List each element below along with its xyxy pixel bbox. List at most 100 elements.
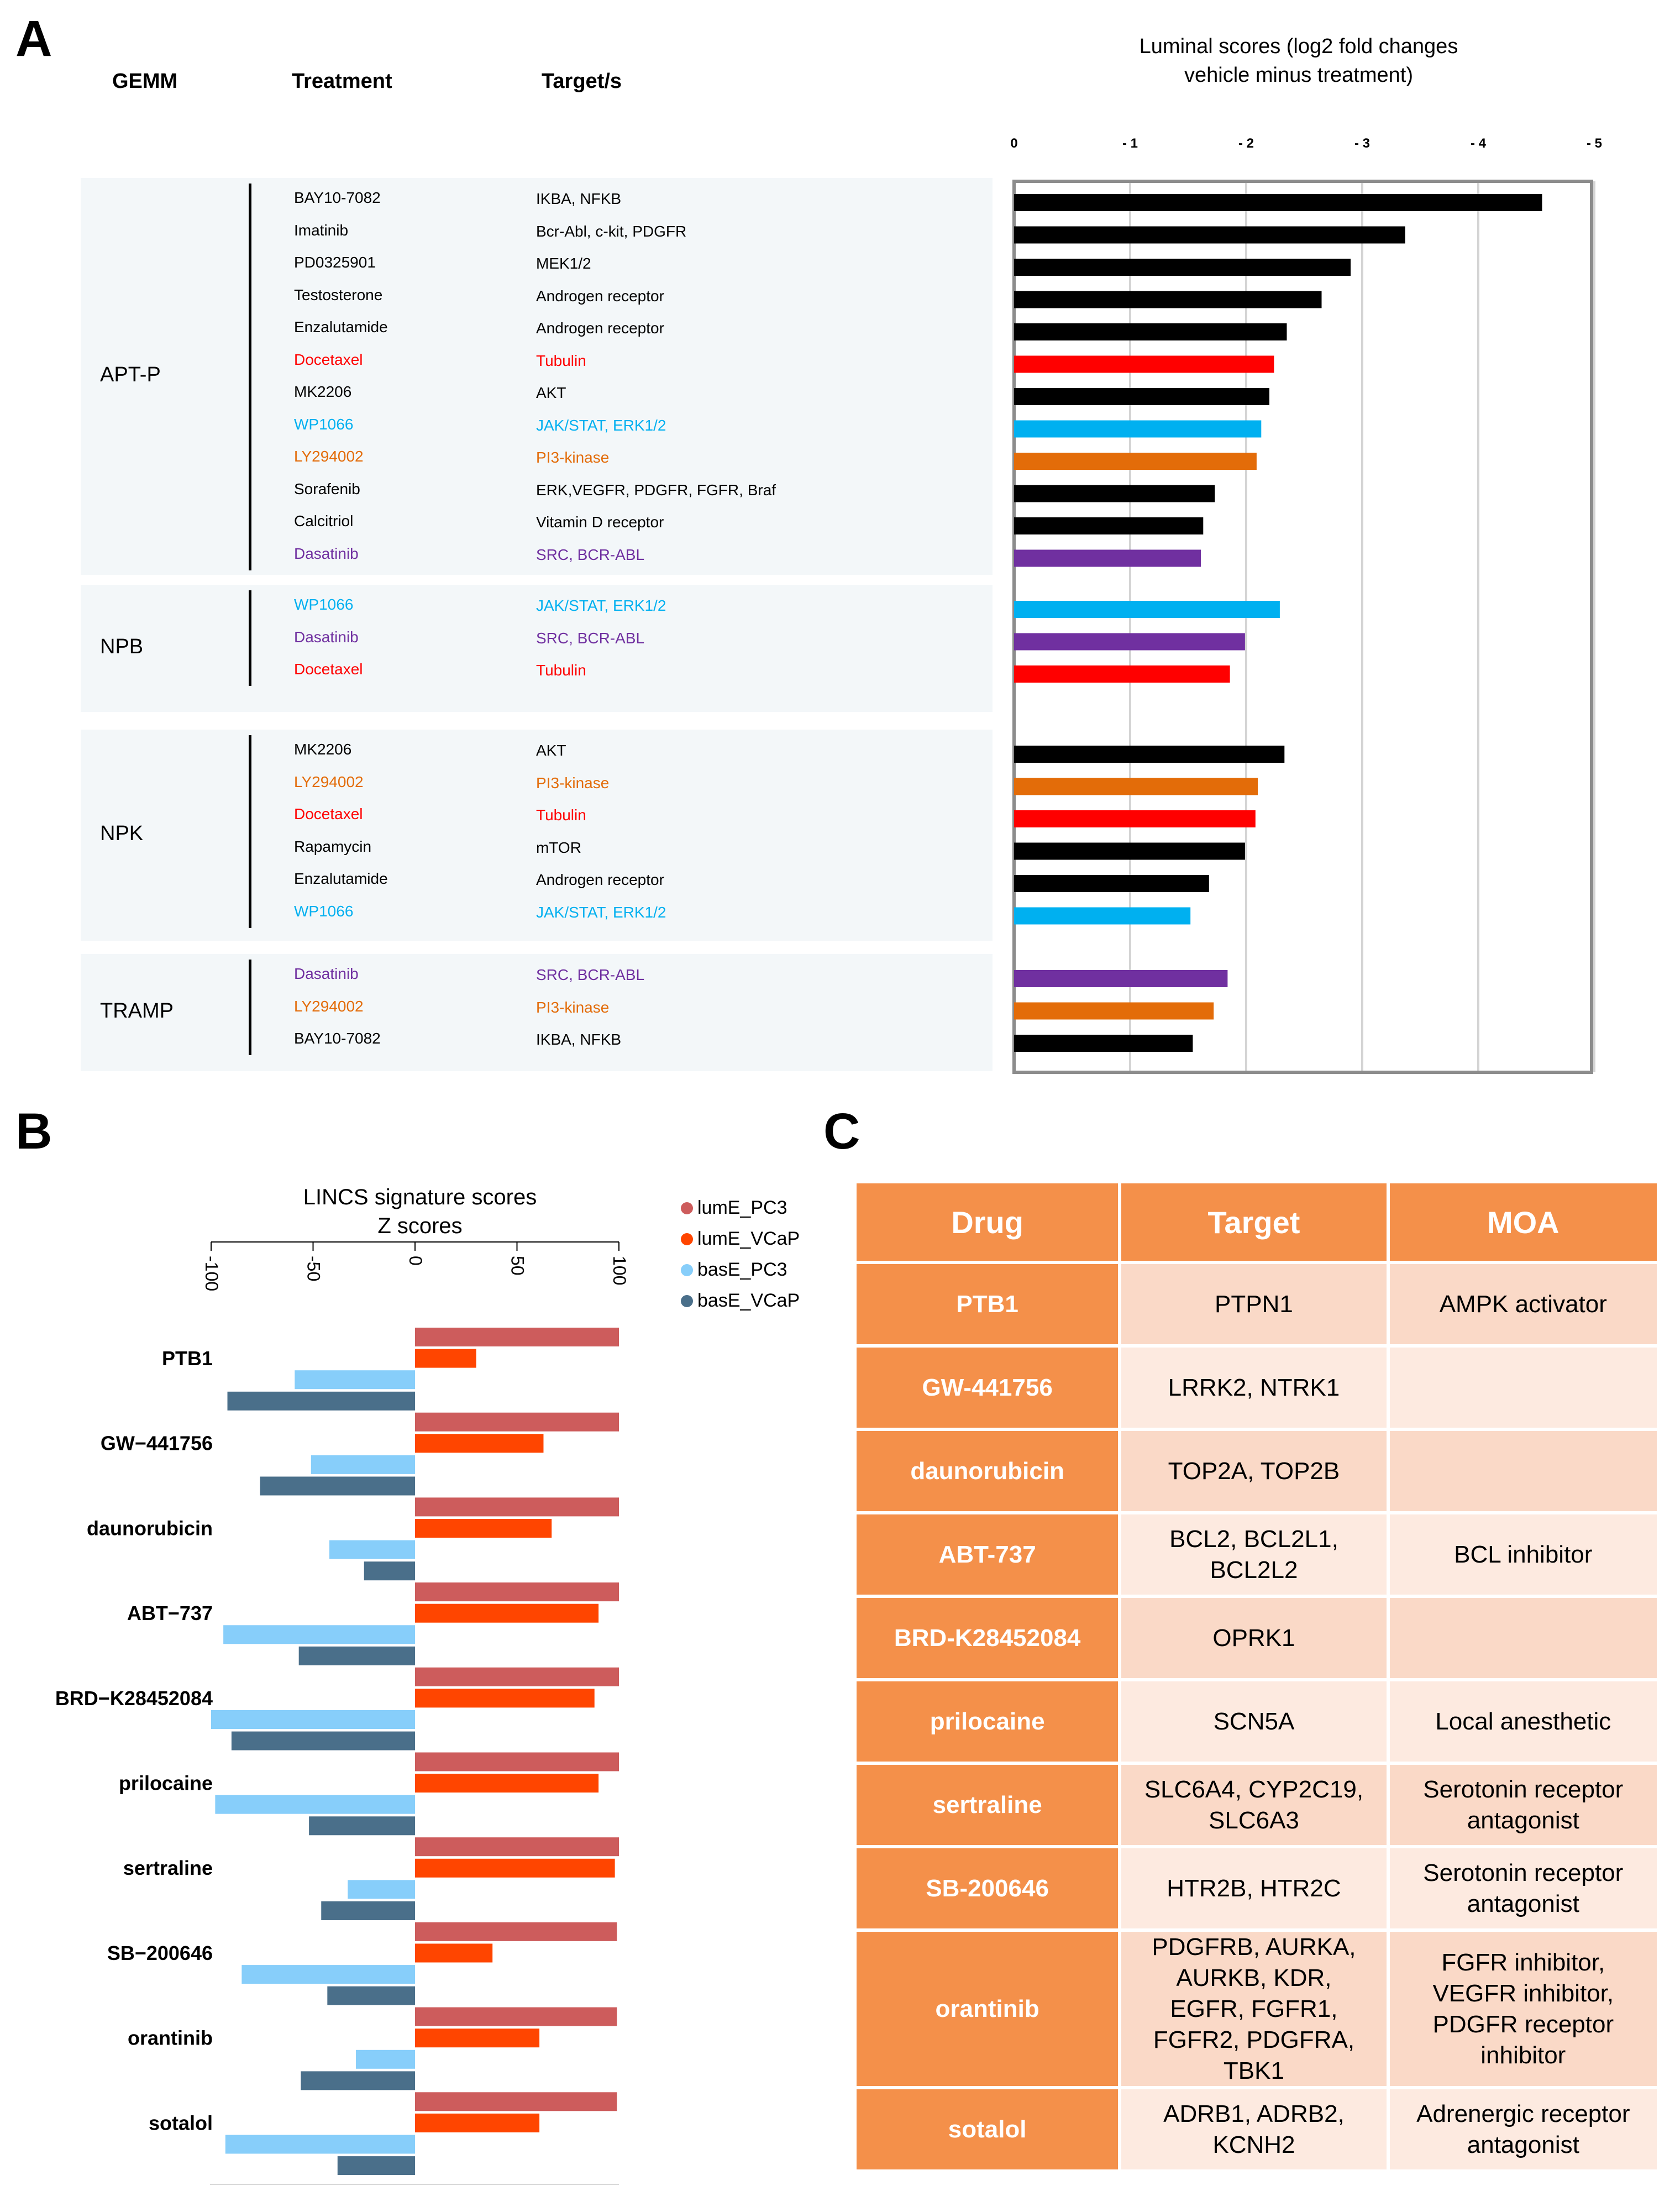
treatment-name: WP1066 <box>294 596 354 613</box>
target-name: JAK/STAT, ERK1/2 <box>536 597 666 614</box>
target-line: ADRB1, ADRB2, <box>1163 2100 1345 2127</box>
lincs-bar <box>415 1858 615 1878</box>
target-name: PI3-kinase <box>536 449 610 466</box>
category-label: SB−200646 <box>107 1942 213 1964</box>
lincs-bar <box>415 2113 540 2132</box>
drug-name: SB-200646 <box>857 1848 1119 1928</box>
category-label: sertraline <box>123 1857 213 1879</box>
luminal-bar <box>1014 907 1191 925</box>
drug-row: sertraline SLC6A4, CYP2C19, SLC6A3 Serotoni… <box>857 1765 1657 1845</box>
target-line: AURKB, KDR, <box>1176 1964 1332 1991</box>
lincs-bar <box>348 1880 415 1899</box>
lincs-bar <box>355 2049 415 2069</box>
drug-row: ABT-737 BCL2, BCL2L1, BCL2L2 BCL inhibitor <box>857 1514 1657 1595</box>
category-label: GW−441756 <box>101 1432 213 1455</box>
x-tick-label: -50 <box>304 1256 324 1281</box>
lincs-bar <box>415 1349 476 1368</box>
target-name: SRC, BCR-ABL <box>536 966 645 983</box>
target-name: Tubulin <box>536 662 586 679</box>
drug-name: BRD-K28452084 <box>857 1598 1119 1678</box>
luminal-bar <box>1014 1035 1193 1052</box>
treatment-name: BAY10-7082 <box>294 189 381 206</box>
legend-label: lumE_VCaP <box>697 1228 800 1249</box>
category-label: PTB1 <box>162 1347 213 1370</box>
treatment-name: PD0325901 <box>294 254 376 271</box>
luminal-bar <box>1014 665 1230 683</box>
luminal-bar <box>1014 549 1201 567</box>
lincs-bar <box>415 1943 493 1963</box>
drug-target-cell: LRRK2, NTRK1 <box>1121 1348 1387 1428</box>
header-gemm: GEMM <box>112 70 178 93</box>
luminal-bar <box>1014 517 1204 534</box>
luminal-bar <box>1014 291 1322 308</box>
chart-title-line: Z scores <box>377 1214 462 1238</box>
lincs-bar <box>415 1519 552 1538</box>
lincs-bar <box>327 1986 415 2005</box>
lincs-bar <box>364 1561 415 1581</box>
target-name: Androgen receptor <box>536 871 664 888</box>
drug-row: sotalol ADRB1, ADRB2, KCNH2 Adrenergic rece… <box>857 2089 1657 2170</box>
lincs-bar <box>415 1412 619 1432</box>
group-block <box>81 730 993 941</box>
lincs-bar <box>415 1497 619 1517</box>
moa-line: Serotonin receptor <box>1423 1775 1624 1803</box>
lincs-bar <box>415 2028 540 2048</box>
treatment-name: LY294002 <box>294 997 364 1015</box>
panel-a-letter: A <box>15 11 52 67</box>
panel-b-letter: B <box>15 1103 52 1160</box>
chart-title-line: Luminal scores (log2 fold changes <box>1140 35 1458 58</box>
treatment-name: Dasatinib <box>294 965 359 982</box>
target-name: AKT <box>536 384 566 401</box>
drug-row: BRD-K28452084 OPRK1 <box>857 1598 1657 1678</box>
treatment-name: Dasatinib <box>294 544 359 562</box>
drug-name: PTB1 <box>857 1264 1119 1344</box>
target-name: SRC, BCR-ABL <box>536 629 645 647</box>
drug-name: daunorubicin <box>857 1431 1119 1511</box>
category-label: prilocaine <box>119 1772 213 1795</box>
target-line: LRRK2, NTRK1 <box>1168 1374 1340 1401</box>
luminal-bar <box>1014 226 1405 244</box>
drug-row: daunorubicin TOP2A, TOP2B <box>857 1431 1657 1511</box>
lincs-bar <box>241 1965 415 1984</box>
legend-swatch <box>681 1202 693 1214</box>
group-bracket-line <box>249 735 251 928</box>
header-moa: MOA <box>1389 1183 1657 1261</box>
drug-moa-cell: Local anesthetic <box>1389 1681 1657 1762</box>
group-block <box>81 585 993 712</box>
luminal-bar <box>1014 633 1245 651</box>
legend-label: basE_VCaP <box>697 1290 800 1311</box>
target-line: TOP2A, TOP2B <box>1168 1457 1340 1485</box>
target-line: HTR2B, HTR2C <box>1167 1874 1341 1902</box>
lincs-bar <box>415 1837 619 1857</box>
lincs-bar <box>415 2007 617 2026</box>
drug-target-cell: BCL2, BCL2L1, BCL2L2 <box>1121 1514 1387 1595</box>
treatment-name: MK2206 <box>294 741 352 758</box>
category-label: BRD−K28452084 <box>55 1687 213 1710</box>
target-line: TBK1 <box>1223 2057 1284 2084</box>
category-label: daunorubicin <box>87 1517 213 1539</box>
panel-c-letter: C <box>823 1103 860 1160</box>
drug-name: GW-441756 <box>857 1348 1119 1428</box>
drug-name: prilocaine <box>857 1681 1119 1762</box>
luminal-bar <box>1014 355 1274 373</box>
category-label: orantinib <box>128 2027 213 2049</box>
lincs-bar <box>295 1370 415 1390</box>
luminal-bar <box>1014 194 1542 211</box>
legend-swatch <box>681 1295 693 1307</box>
treatment-name: Imatinib <box>294 221 349 239</box>
drug-target-cell: OPRK1 <box>1121 1598 1387 1678</box>
luminal-bar <box>1014 420 1262 438</box>
treatment-name: Dasatinib <box>294 628 359 646</box>
moa-line: BCL inhibitor <box>1454 1540 1593 1568</box>
treatment-name: WP1066 <box>294 415 354 433</box>
treatment-name: Sorafenib <box>294 480 360 497</box>
moa-line: Local anesthetic <box>1435 1707 1611 1735</box>
lincs-bar <box>415 1603 599 1623</box>
x-tick-label: - 1 <box>1122 136 1138 151</box>
luminal-bar <box>1014 1002 1214 1020</box>
moa-line: antagonist <box>1467 1890 1579 1917</box>
luminal-bar <box>1014 875 1209 892</box>
group-bracket-line <box>249 184 251 570</box>
treatment-name: Enzalutamide <box>294 870 388 887</box>
treatment-name: Testosterone <box>294 286 383 303</box>
